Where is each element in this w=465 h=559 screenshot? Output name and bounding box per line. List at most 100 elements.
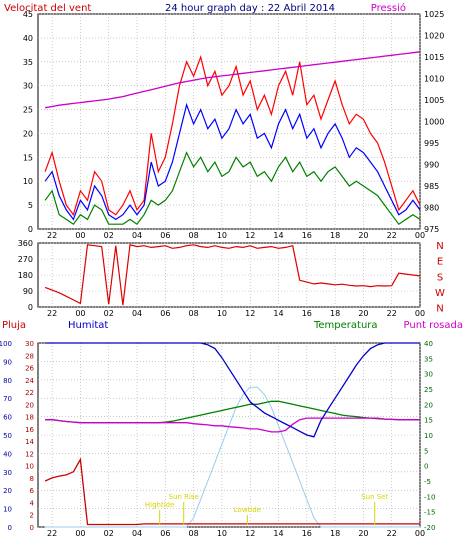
x-tick-label: 06 <box>160 529 170 538</box>
temperature-y-tick: -20 <box>424 524 435 532</box>
rain-y-tick: 22 <box>25 389 34 397</box>
x-tick-label: 22 <box>47 309 57 318</box>
event-annotation: Lowtide <box>234 506 261 514</box>
rain-y-tick: 28 <box>25 352 34 360</box>
temperature-label: Temperatura <box>313 320 378 331</box>
compass-letter: N <box>436 304 443 315</box>
x-tick-label: 02 <box>104 309 114 318</box>
rain-y-tick: 12 <box>25 450 34 458</box>
wind-y-tick: 35 <box>23 58 33 67</box>
x-tick-label: 20 <box>358 309 368 318</box>
temperature-y-tick: 35 <box>424 355 433 363</box>
x-tick-label: 10 <box>217 529 227 538</box>
humidity-y-tick: 0 <box>8 524 12 532</box>
x-tick-label: 22 <box>47 529 57 538</box>
compass-letter: W <box>435 288 445 299</box>
event-annotation: Sun Set <box>361 493 388 501</box>
dewpoint-label: Punt rosada <box>404 320 463 331</box>
humidity-y-tick: 30 <box>3 469 12 477</box>
pressure-y-tick: 1025 <box>424 10 444 19</box>
rain-y-tick: 18 <box>25 414 34 422</box>
x-tick-label: 06 <box>160 231 170 240</box>
temperature-y-tick: -5 <box>424 478 431 486</box>
x-tick-label: 12 <box>245 529 255 538</box>
x-tick-label: 06 <box>160 309 170 318</box>
wind-y-tick: 40 <box>23 34 33 43</box>
direction-y-tick: 0 <box>28 303 33 312</box>
humidity-y-tick: 60 <box>3 414 12 422</box>
wind-y-tick: 45 <box>23 10 33 19</box>
humidity-y-tick: 10 <box>3 506 12 514</box>
wind-pressure-panel: 22 00 02 04 06 08 10 12 14 16 18 20 22 00051015202530… <box>23 10 445 240</box>
compass-letter: S <box>437 272 443 283</box>
pressure-y-tick: 1015 <box>424 53 444 62</box>
x-tick-label: 16 <box>302 309 312 318</box>
x-tick-label: 14 <box>273 309 283 318</box>
x-tick-label: 00 <box>415 529 425 538</box>
rain-y-tick: 2 <box>30 512 34 520</box>
pressure-y-tick: 1005 <box>424 96 444 105</box>
humidity-y-tick: 40 <box>3 450 12 458</box>
x-tick-label: 16 <box>302 529 312 538</box>
chart-title: 24 hour graph day : 22 Abril 2014 <box>165 3 335 14</box>
wind-axis-label: Velocitat del vent <box>4 3 91 14</box>
wind-y-tick: 5 <box>28 201 33 210</box>
series-line-dewpoint <box>45 417 420 433</box>
x-tick-label: 10 <box>217 309 227 318</box>
rain-y-tick: 0 <box>30 524 34 532</box>
rain-y-tick: 30 <box>25 340 34 348</box>
humidity-y-tick: 100 <box>0 340 12 348</box>
x-tick-label: 08 <box>189 529 199 538</box>
x-tick-label: 12 <box>245 231 255 240</box>
humidity-y-tick: 90 <box>3 358 12 366</box>
x-tick-label: 12 <box>245 309 255 318</box>
rain-y-tick: 20 <box>25 401 34 409</box>
x-tick-label: 00 <box>415 231 425 240</box>
event-annotation: Hightide <box>145 501 175 509</box>
temperature-y-tick: 15 <box>424 417 433 425</box>
x-tick-label: 22 <box>387 529 397 538</box>
x-tick-label: 02 <box>104 231 114 240</box>
x-tick-label: 18 <box>330 309 340 318</box>
series-line-direction <box>44 244 421 306</box>
rain-label: Pluja <box>2 320 26 331</box>
direction-y-tick: 180 <box>18 271 33 280</box>
rain-y-tick: 10 <box>25 463 34 471</box>
humidity-y-tick: 50 <box>3 432 12 440</box>
temperature-y-tick: -10 <box>424 493 435 501</box>
pressure-y-tick: 990 <box>424 161 439 170</box>
wind-direction-panel: 22 00 02 04 06 08 10 12 14 16 18 20 22 00090180270360… <box>18 239 445 318</box>
rain-y-tick: 8 <box>30 475 34 483</box>
pressure-y-tick: 985 <box>424 182 439 191</box>
x-tick-label: 18 <box>330 529 340 538</box>
direction-y-tick: 90 <box>23 287 33 296</box>
wind-y-tick: 15 <box>23 153 33 162</box>
rain-y-tick: 24 <box>25 377 34 385</box>
x-tick-label: 20 <box>358 529 368 538</box>
x-tick-label: 04 <box>132 309 142 318</box>
temperature-y-tick: 40 <box>424 340 433 348</box>
pressure-y-tick: 1020 <box>424 32 444 41</box>
compass-letter: N <box>436 241 443 252</box>
x-tick-label: 22 <box>47 231 57 240</box>
temperature-y-tick: -15 <box>424 509 435 517</box>
series-line-pressure <box>44 51 421 109</box>
humidity-y-tick: 80 <box>3 377 12 385</box>
humidity-y-tick: 20 <box>3 487 12 495</box>
series-line-humidity <box>45 342 420 438</box>
direction-y-tick: 270 <box>18 255 33 264</box>
x-tick-label: 14 <box>273 231 283 240</box>
rain-y-tick: 6 <box>30 487 35 495</box>
temperature-y-tick: 20 <box>424 401 433 409</box>
x-tick-label: 18 <box>330 231 340 240</box>
series-line-rain <box>44 457 420 526</box>
x-tick-label: 04 <box>132 529 142 538</box>
series-line-sun <box>45 386 420 528</box>
pressure-y-tick: 980 <box>424 204 439 213</box>
temperature-y-tick: 0 <box>424 463 428 471</box>
temperature-y-tick: 10 <box>424 432 433 440</box>
direction-y-tick: 360 <box>18 239 33 248</box>
series-line-average <box>44 102 421 221</box>
